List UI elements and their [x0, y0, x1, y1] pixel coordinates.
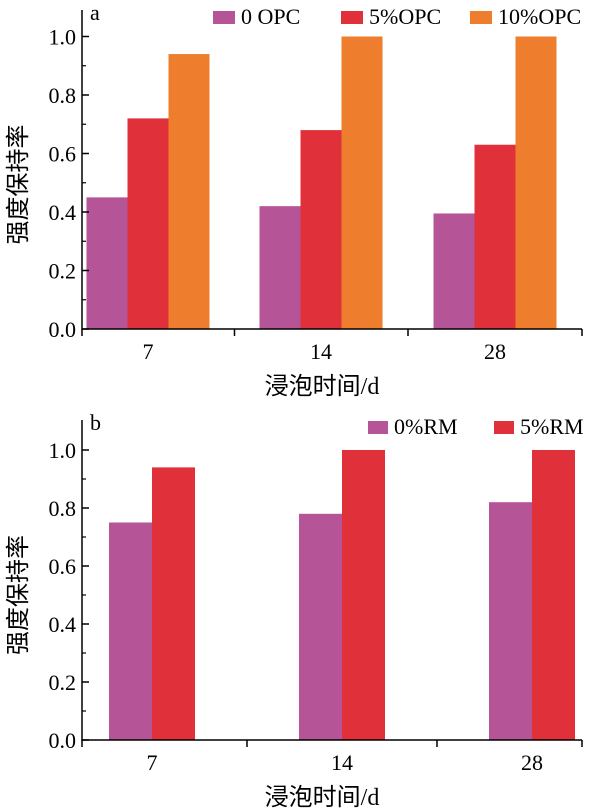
bar-0-RM-7: [109, 522, 152, 740]
bar-10-OPC-7: [168, 54, 210, 330]
bar-0-RM-28: [489, 502, 532, 740]
y-axis-title: 强度保持率: [5, 125, 32, 245]
x-axis-title: 浸泡时间/d: [265, 373, 380, 400]
y-tick-label: 0.8: [49, 496, 77, 521]
legend-label: 10%OPC: [498, 4, 581, 29]
bar-5-RM-7: [152, 467, 195, 740]
bar-5-OPC-28: [474, 144, 516, 329]
bar-10-OPC-28: [515, 36, 557, 329]
x-tick-label-28: 28: [484, 339, 506, 364]
x-tick-label-7: 7: [147, 750, 158, 775]
legend-label: 5%OPC: [369, 4, 441, 29]
legend-label: 5%RM: [520, 414, 584, 439]
y-tick-label: 0.4: [49, 612, 77, 637]
y-tick-label: 0.6: [49, 554, 77, 579]
x-axis-title: 浸泡时间/d: [265, 784, 380, 810]
legend-swatch: [368, 421, 388, 434]
bar-0-OPC-28: [433, 213, 475, 329]
legend-label: 0 OPC: [241, 4, 300, 29]
x-tick-label-7: 7: [143, 339, 154, 364]
y-tick-label: 0.0: [49, 317, 77, 342]
legend-label: 0%RM: [394, 414, 458, 439]
y-tick-label: 1.0: [49, 438, 77, 463]
bar-5-OPC-7: [127, 118, 169, 330]
bar-5-RM-14: [342, 450, 385, 740]
bar-10-OPC-14: [341, 36, 383, 329]
panel-b: 0.0 0.2 0.4 0.6 0.8 1.0 7 14 28 浸泡时间/d 强度保持率 b 0%RM 5…: [5, 410, 584, 810]
y-tick-label: 1.0: [49, 25, 77, 50]
panel-a: 0.0 0.2 0.4 0.6 0.8 1.0 7 14 28 浸泡时间/d 强度保持率 a 0 OPC…: [5, 0, 583, 400]
legend-swatch: [341, 11, 363, 24]
bar-0-OPC-7: [86, 197, 128, 329]
legend-swatch: [494, 421, 514, 434]
bar-0-RM-14: [299, 513, 342, 740]
y-tick-label: 0.6: [49, 142, 77, 167]
bar-0-OPC-14: [259, 206, 301, 329]
legend-swatch: [470, 11, 492, 24]
y-tick-label: 0.0: [49, 728, 77, 753]
panel-label: b: [90, 410, 101, 435]
bar-5-OPC-14: [300, 130, 342, 329]
x-tick-label-14: 14: [310, 339, 332, 364]
y-tick-label: 0.2: [49, 259, 77, 284]
legend-swatch: [213, 11, 235, 24]
panel-label: a: [90, 0, 100, 25]
y-tick-label: 0.8: [49, 83, 77, 108]
x-tick-label-14: 14: [331, 750, 353, 775]
bar-5-RM-28: [532, 450, 575, 740]
y-tick-label: 0.2: [49, 670, 77, 695]
x-tick-label-28: 28: [521, 750, 543, 775]
y-axis-title: 强度保持率: [5, 535, 32, 655]
y-tick-label: 0.4: [49, 200, 77, 225]
